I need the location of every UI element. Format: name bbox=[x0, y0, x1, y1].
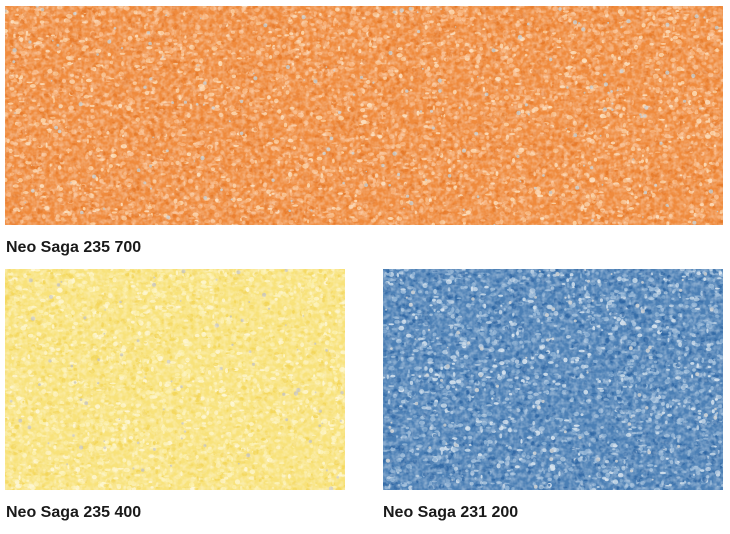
texture-pattern bbox=[5, 269, 345, 490]
texture-pattern bbox=[383, 269, 723, 490]
swatch-neo-saga-231-200 bbox=[383, 269, 723, 490]
texture-pattern bbox=[5, 6, 723, 225]
swatch-neo-saga-235-700 bbox=[5, 6, 723, 225]
swatch-neo-saga-235-400 bbox=[5, 269, 345, 490]
caption-neo-saga-235-400: Neo Saga 235 400 bbox=[6, 504, 142, 521]
caption-neo-saga-231-200: Neo Saga 231 200 bbox=[383, 504, 519, 521]
caption-neo-saga-235-700: Neo Saga 235 700 bbox=[6, 239, 142, 256]
